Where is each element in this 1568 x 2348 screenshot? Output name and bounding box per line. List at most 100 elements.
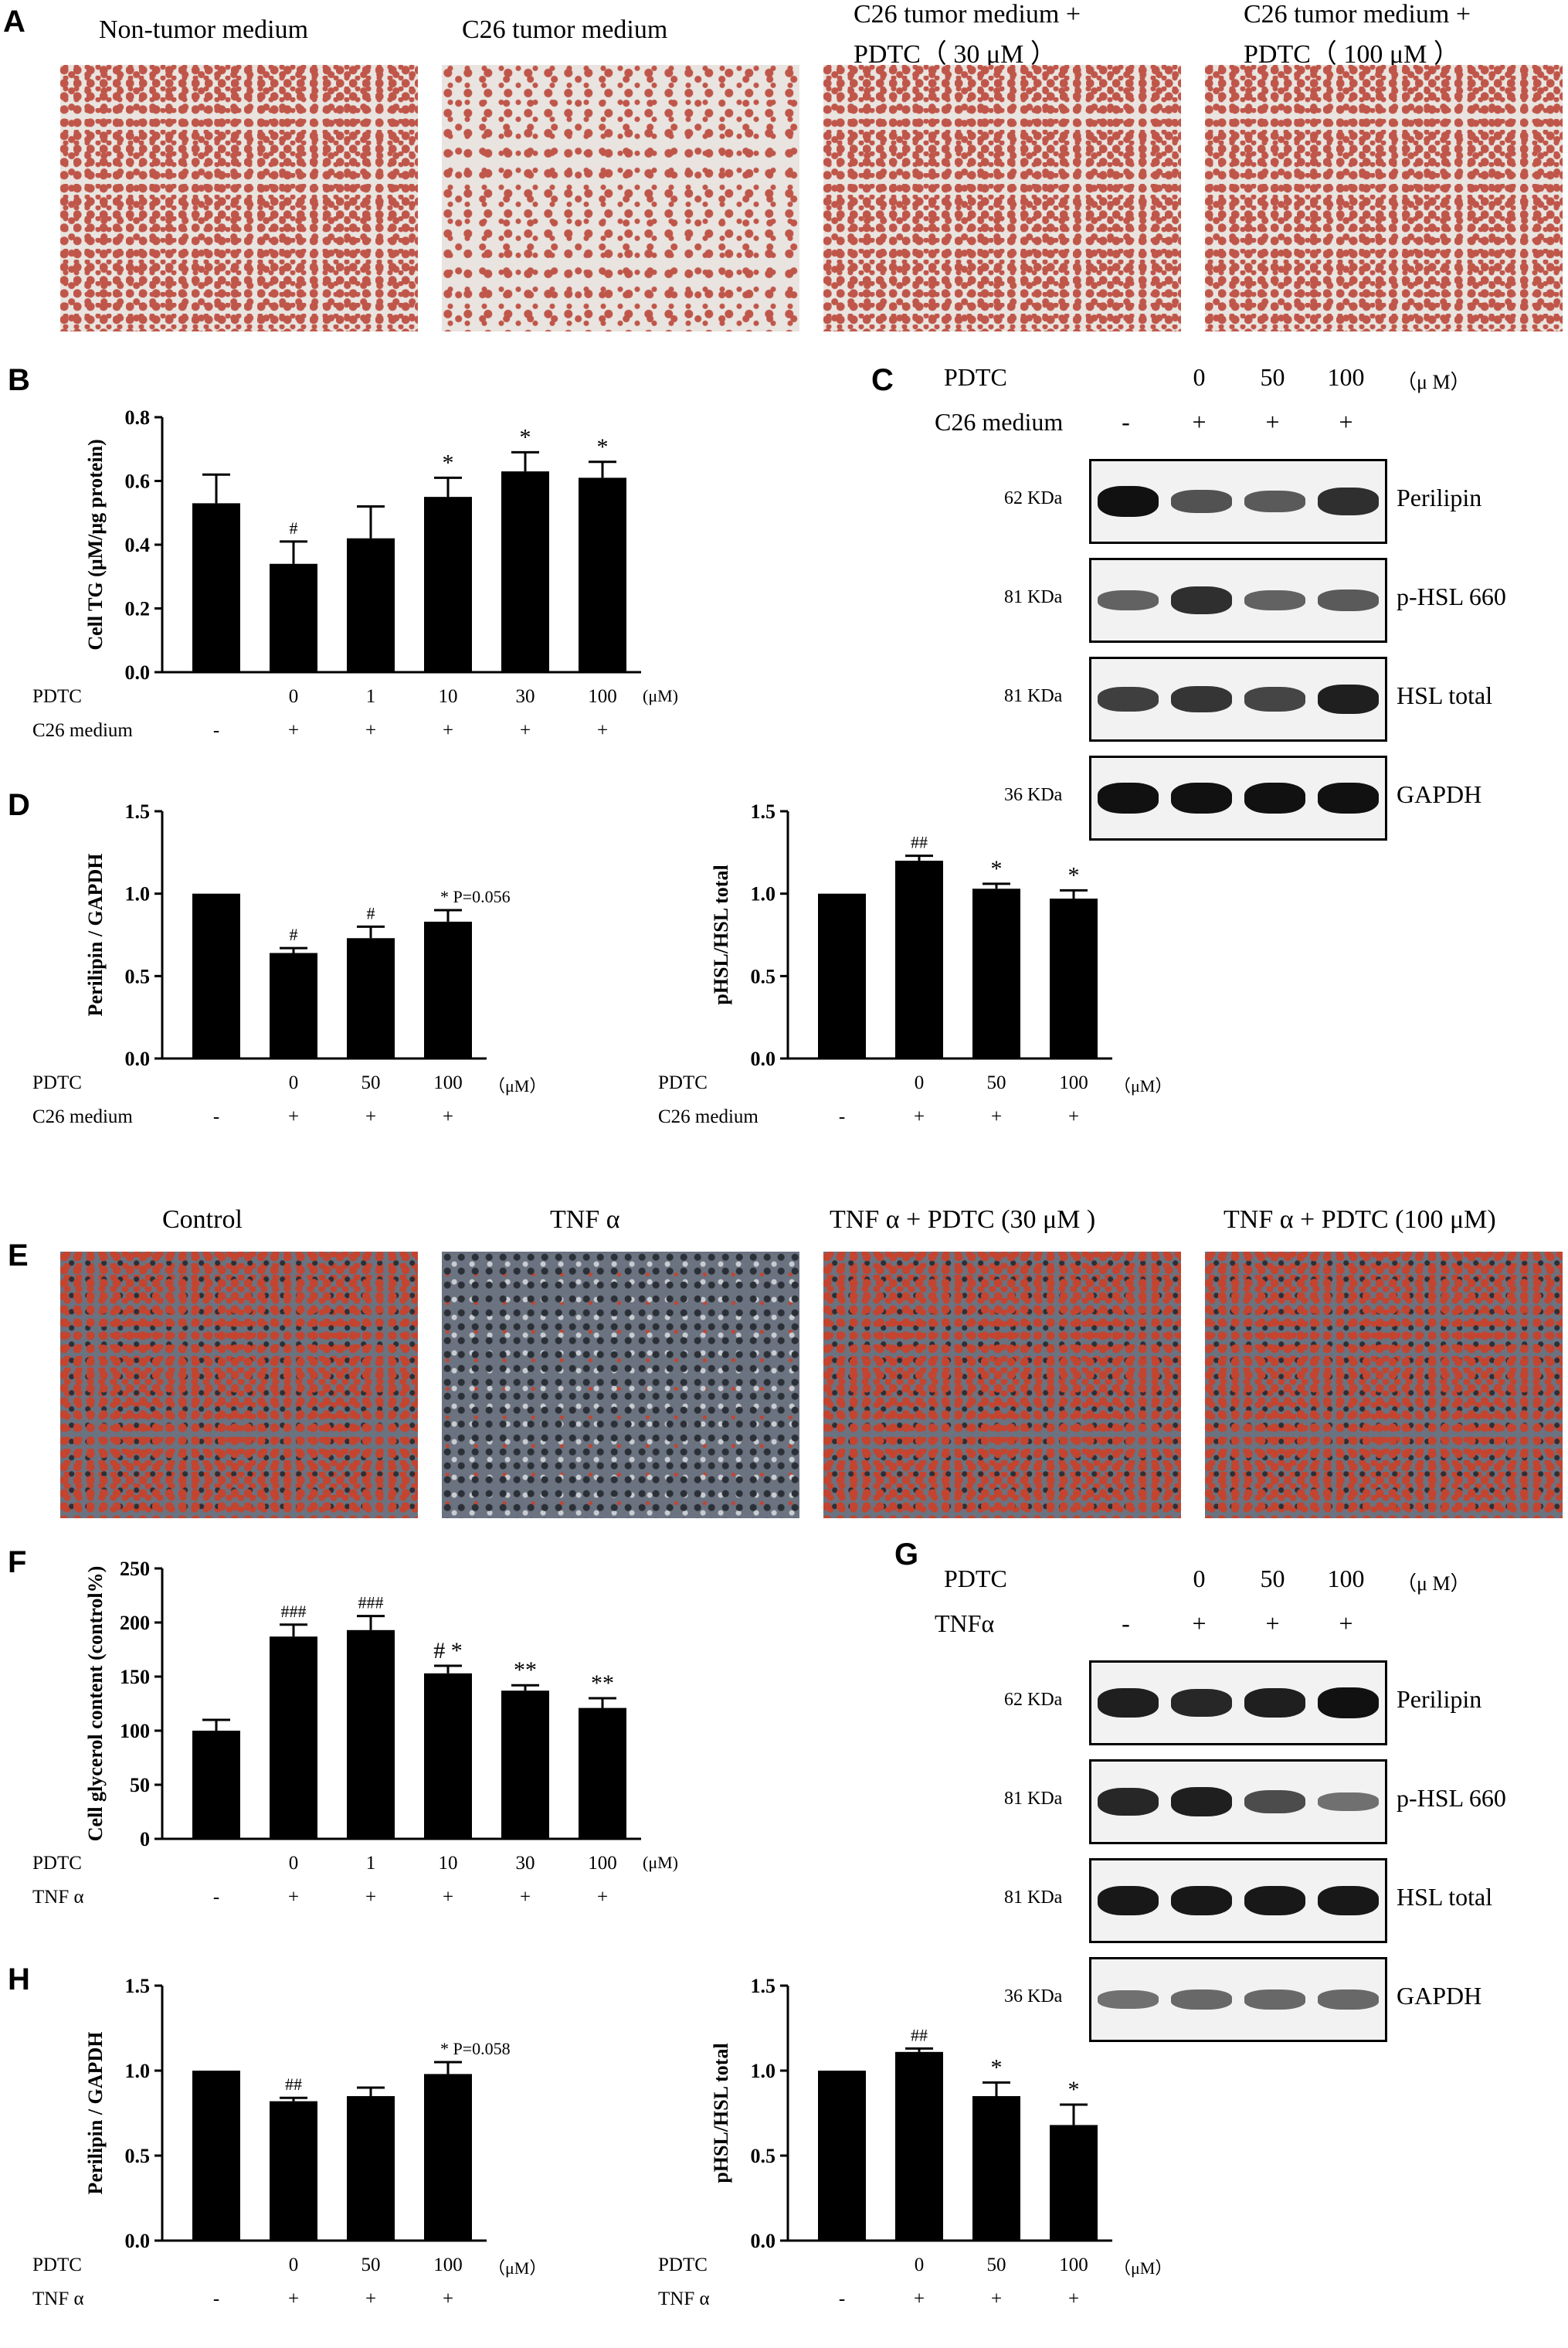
micrograph-c26-pdtc-100: [1205, 65, 1563, 331]
y-tick-label: 1.0: [751, 2060, 776, 2082]
condition-row-label: C26 medium: [32, 720, 133, 741]
condition-row-label: C26 medium: [658, 1106, 759, 1127]
condition-value: 100: [433, 1072, 463, 1093]
condition-value: 100: [1059, 2255, 1088, 2275]
blot-band: [1098, 1885, 1159, 1916]
chart-svg: 0.0 0.5 1.0 1.5 pHSL/HSL total ## * *: [710, 1975, 1112, 2252]
chart-panel-h-right: 0.0 0.5 1.0 1.5 pHSL/HSL total ## * * PDTC 0 50 100…: [658, 1970, 1228, 2341]
bar: [424, 497, 472, 672]
condition-value: 50: [361, 2255, 381, 2275]
bar: [972, 2096, 1020, 2241]
condition-unit: (μM): [643, 686, 679, 705]
condition-value: -: [212, 1887, 220, 1908]
blot-header-value: -: [1122, 408, 1130, 436]
condition-value: 1: [365, 1853, 376, 1874]
panel-letter-g: G: [894, 1538, 919, 1572]
condition-value: -: [212, 2289, 220, 2309]
condition-value: +: [519, 1887, 531, 1908]
panel-a-caption-4b: PDTC（ 100 μM ）: [1244, 40, 1460, 69]
blot-header-label: TNFα: [935, 1609, 995, 1637]
kda-label: 81 KDa: [1004, 1888, 1063, 1908]
condition-value: +: [365, 1106, 377, 1127]
condition-value: -: [212, 720, 220, 741]
blot-band: [1244, 1885, 1305, 1916]
micrograph-non-tumor: [60, 65, 418, 331]
bar: [818, 893, 866, 1058]
condition-value: +: [1067, 2289, 1080, 2309]
panel-a-caption-3b: PDTC（ 30 μM ）: [854, 40, 1057, 69]
condition-value: +: [990, 1106, 1003, 1127]
significance-label: *: [443, 450, 454, 475]
panel-e-caption-3: TNF α + PDTC (30 μM ): [830, 1205, 1096, 1234]
blot-band: [1244, 783, 1305, 814]
condition-row-label: TNF α: [32, 2289, 84, 2309]
kda-label: 62 KDa: [1004, 488, 1063, 508]
blot-strip: [1089, 1957, 1387, 2042]
condition-value: -: [212, 1106, 220, 1127]
blot-band: [1098, 783, 1159, 814]
kda-label: 36 KDa: [1004, 785, 1063, 805]
bar: [270, 563, 317, 672]
y-tick-label: 50: [130, 1774, 150, 1796]
condition-row-label: PDTC: [658, 1072, 708, 1093]
y-tick-label: 0.2: [125, 598, 151, 620]
y-axis-label: pHSL/HSL total: [710, 865, 732, 1004]
significance-label: ##: [285, 2074, 302, 2094]
y-tick-label: 1.5: [125, 800, 151, 823]
blot-header-value: -: [1122, 1609, 1130, 1637]
bar: [347, 2096, 395, 2241]
kda-label: 81 KDa: [1004, 1789, 1063, 1809]
blot-header-value: +: [1192, 1609, 1207, 1637]
condition-value: +: [519, 720, 531, 741]
condition-row-label: PDTC: [658, 2255, 708, 2275]
blot-header-value: 0: [1193, 363, 1206, 391]
panel-letter-a: A: [3, 5, 25, 39]
blot-band: [1318, 590, 1379, 611]
bar: [192, 893, 240, 1058]
significance-label: **: [514, 1657, 537, 1683]
y-tick-label: 0.6: [125, 471, 151, 493]
bar: [347, 1629, 395, 1839]
blot-band: [1171, 1885, 1232, 1916]
blot-header-label: C26 medium: [935, 408, 1064, 436]
condition-unit: (μM): [643, 1853, 679, 1872]
bar: [579, 1707, 626, 1839]
significance-label: # *: [433, 1638, 463, 1663]
condition-value: +: [287, 2289, 300, 2309]
y-axis-label: pHSL/HSL total: [710, 2043, 732, 2183]
blot-strip: [1089, 459, 1387, 544]
micrograph-tnf: [442, 1252, 799, 1518]
condition-unit: （μM）: [1114, 1076, 1173, 1096]
condition-value: 50: [986, 2255, 1006, 2275]
condition-value: +: [596, 720, 609, 741]
blot-band: [1244, 1789, 1305, 1814]
panel-a-caption-4a: C26 tumor medium +: [1244, 0, 1471, 29]
blot-band: [1318, 1990, 1379, 2010]
blot-band: [1171, 490, 1232, 513]
blot-header-unit: （μ M）: [1397, 1572, 1471, 1595]
condition-value: 0: [914, 1072, 925, 1093]
bar: [192, 2071, 240, 2241]
y-tick-label: 0.0: [751, 2230, 776, 2252]
protein-label: Perilipin: [1397, 1685, 1482, 1713]
condition-value: +: [287, 720, 300, 741]
y-tick-label: 150: [120, 1666, 150, 1688]
significance-label: #: [290, 518, 298, 538]
condition-value: +: [442, 1106, 454, 1127]
blot-band: [1098, 1787, 1159, 1816]
micrograph-tnf-pdtc-100: [1205, 1252, 1563, 1518]
y-axis-label: Cell glycerol content (control%): [84, 1566, 107, 1841]
blot-band: [1244, 590, 1305, 611]
blot-band: [1171, 1787, 1232, 1816]
blot-strip: [1089, 1858, 1387, 1943]
blot-band: [1318, 685, 1379, 714]
panel-a-caption-1: Non-tumor medium: [99, 15, 309, 44]
blot-band: [1171, 686, 1232, 712]
bar: [424, 921, 472, 1058]
blot-band: [1098, 486, 1159, 517]
significance-label: *: [1068, 2077, 1080, 2102]
panel-letter-h: H: [8, 1962, 30, 1996]
blot-header-value: 50: [1260, 363, 1285, 391]
blot-header-value: +: [1265, 408, 1280, 436]
